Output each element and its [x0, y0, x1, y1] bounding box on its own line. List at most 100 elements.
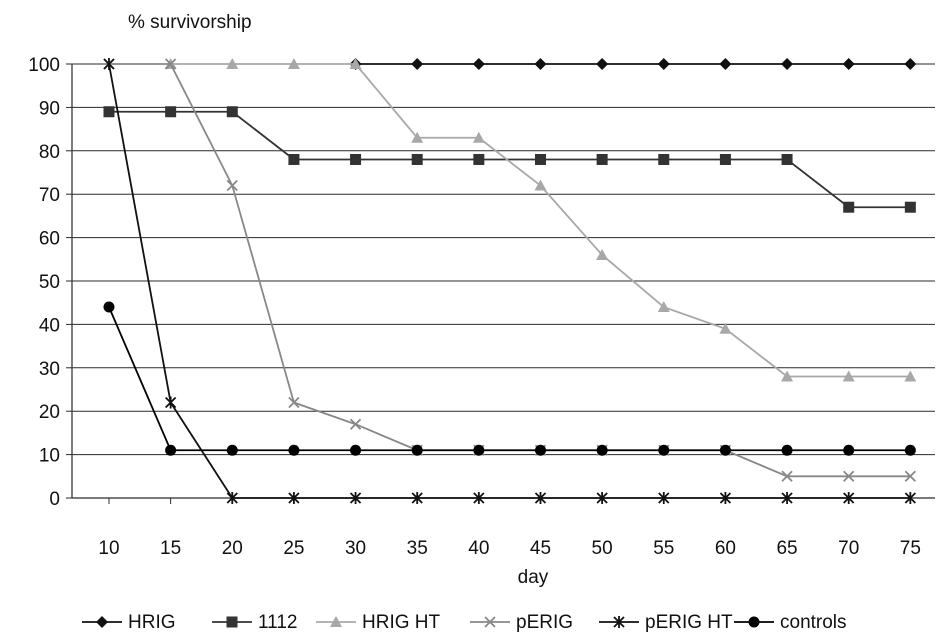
point-controls-day-15: [165, 444, 177, 456]
legend-label-perig-ht: pERIG HT: [645, 612, 733, 633]
point-1112-day-55: [658, 153, 670, 165]
point-perig-day-75: [904, 470, 916, 482]
legend-marker-hrig: [96, 616, 108, 628]
point-controls-day-20: [226, 444, 238, 456]
point-hrig-ht-day-30: [349, 58, 362, 69]
point-hrig-ht-day-40: [472, 131, 485, 143]
series-line-controls: [108, 306, 911, 452]
x-tick-label-25: 25: [283, 538, 304, 559]
point-perig-ht-day-25: [288, 492, 300, 504]
point-hrig-day-45: [534, 58, 547, 70]
y-tick-label-40: 40: [39, 315, 60, 336]
point-perig-ht-day-40: [473, 492, 485, 504]
legend-item-1112: 1112: [212, 612, 297, 633]
point-1112-day-30: [350, 153, 362, 165]
point-perig-day-15: [164, 58, 177, 70]
axes: 0 10 20 30 40 50 60 70 80 90 100 10 15 20 25 30 35 40 45 50…: [28, 55, 935, 559]
point-hrig-day-40: [472, 58, 485, 70]
series-line-perig-ht: [108, 63, 911, 499]
point-hrig-ht-day-55: [657, 301, 670, 313]
point-controls-day-70: [843, 444, 855, 456]
x-tick-label-40: 40: [468, 538, 489, 559]
point-hrig-ht-day-70: [842, 370, 855, 382]
gridlines: [72, 63, 935, 499]
x-tick-label-65: 65: [776, 538, 797, 559]
x-tick-label-15: 15: [160, 538, 181, 559]
point-controls-day-50: [596, 444, 608, 456]
legend: HRIG 1112 HRIG HT pERIG pERIG HT controls: [82, 612, 847, 633]
point-controls-day-60: [719, 444, 731, 456]
y-tick-label-90: 90: [39, 98, 60, 119]
point-hrig-day-50: [596, 58, 609, 70]
legend-item-hrig-ht: HRIG HT: [316, 612, 441, 633]
series-perig: [103, 58, 916, 482]
x-axis-label: day: [518, 567, 549, 588]
point-controls-day-25: [288, 444, 300, 456]
point-1112-day-40: [473, 153, 485, 165]
point-1112-day-25: [288, 153, 300, 165]
point-hrig-ht-day-35: [411, 131, 424, 143]
point-perig-ht-day-55: [658, 492, 670, 504]
point-hrig-day-65: [781, 58, 794, 70]
y-tick-label-70: 70: [39, 185, 60, 206]
point-hrig-day-70: [842, 58, 855, 70]
x-tick-label-75: 75: [900, 538, 921, 559]
legend-item-perig: pERIG: [470, 612, 573, 633]
point-perig-ht-day-70: [843, 492, 855, 504]
point-hrig-day-55: [657, 58, 670, 70]
legend-item-perig-ht: pERIG HT: [599, 612, 733, 633]
point-perig-ht-day-20: [226, 492, 238, 504]
series-1112: [103, 106, 916, 213]
point-controls-day-40: [473, 444, 485, 456]
point-hrig-ht-day-20: [226, 58, 239, 69]
series-hrig-ht: [164, 58, 917, 382]
point-hrig-ht-day-25: [287, 58, 300, 69]
series-controls: [103, 301, 916, 456]
point-1112-day-60: [719, 153, 731, 165]
y-axis-label: % survivorship: [128, 12, 252, 33]
y-tick-label-20: 20: [39, 402, 60, 423]
legend-label-controls: controls: [780, 612, 847, 633]
x-tick-label-30: 30: [345, 538, 366, 559]
legend-marker-1112: [226, 616, 238, 628]
legend-item-hrig: HRIG: [82, 612, 176, 633]
point-1112-day-75: [904, 201, 916, 213]
legend-marker-controls: [748, 616, 760, 628]
series-perig-ht: [103, 58, 916, 504]
y-tick-label-80: 80: [39, 142, 60, 163]
point-controls-day-65: [781, 444, 793, 456]
y-tick-label-0: 0: [49, 489, 60, 510]
y-tick-label-10: 10: [39, 446, 60, 467]
point-perig-ht-day-50: [596, 492, 608, 504]
point-1112-day-15: [165, 106, 177, 118]
legend-marker-hrig-ht: [330, 616, 342, 627]
series-hrig: [349, 58, 917, 70]
point-1112-day-50: [596, 153, 608, 165]
point-perig-ht-day-15: [164, 396, 177, 409]
legend-label-perig: pERIG: [516, 612, 573, 633]
point-perig-ht-day-45: [534, 492, 547, 504]
point-controls-day-35: [411, 444, 423, 456]
x-tick-label-10: 10: [98, 538, 119, 559]
point-hrig-ht-day-45: [534, 179, 547, 191]
point-1112-day-10: [103, 106, 115, 118]
series-line-perig: [108, 63, 911, 478]
point-perig-day-25: [288, 396, 300, 409]
legend-marker-perig: [484, 616, 496, 628]
point-1112-day-65: [781, 153, 793, 165]
point-controls-day-10: [103, 301, 115, 313]
point-perig-day-65: [781, 470, 793, 482]
point-hrig-ht-day-50: [596, 248, 609, 260]
point-controls-day-75: [904, 444, 916, 456]
x-tick-label-70: 70: [838, 538, 859, 559]
point-perig-ht-day-75: [904, 492, 916, 504]
point-perig-ht-day-30: [349, 492, 362, 504]
legend-label-1112: 1112: [258, 612, 297, 633]
point-1112-day-20: [226, 106, 238, 118]
y-tick-label-100: 100: [28, 55, 60, 76]
point-hrig-ht-day-75: [904, 370, 917, 382]
point-perig-ht-day-10: [103, 58, 115, 70]
y-tick-label-50: 50: [39, 272, 60, 293]
point-1112-day-45: [534, 153, 546, 165]
series-line-1112: [108, 110, 911, 209]
